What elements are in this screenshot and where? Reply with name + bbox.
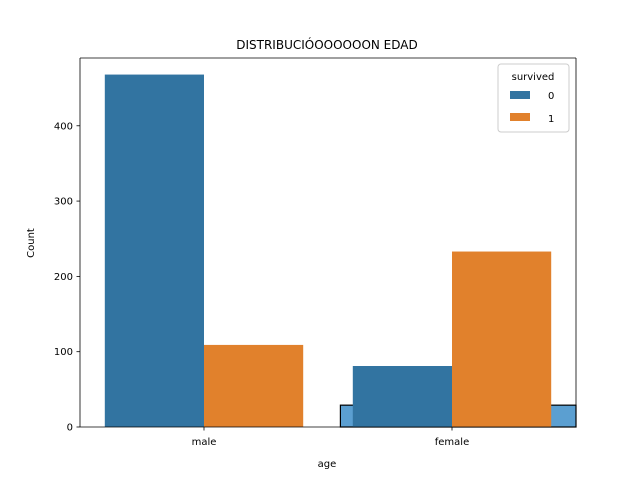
x-axis-label: age bbox=[318, 459, 337, 470]
bar-male-series-1 bbox=[204, 344, 304, 427]
bar-female-series-1 bbox=[452, 251, 552, 427]
y-tick-label: 400 bbox=[54, 121, 73, 132]
legend-swatch-1 bbox=[510, 113, 530, 121]
y-tick-label: 300 bbox=[54, 197, 73, 208]
chart-title: DISTRIBUCIÓOOOOOON EDAD bbox=[236, 37, 418, 52]
legend-label-0: 0 bbox=[548, 91, 554, 102]
legend: survived 0 1 bbox=[497, 63, 570, 133]
y-axis-label: Count bbox=[26, 228, 37, 258]
x-tick-label: female bbox=[435, 437, 469, 448]
y-tick-label: 200 bbox=[54, 272, 73, 283]
plot-area bbox=[104, 74, 577, 428]
bar-male-series-0 bbox=[104, 74, 204, 427]
x-tick-label: male bbox=[192, 437, 217, 448]
y-tick-label: 0 bbox=[67, 423, 73, 434]
bar-female-series-0 bbox=[352, 366, 452, 427]
legend-title: survived bbox=[512, 72, 555, 83]
axes: 0 100 200 300 400 male female bbox=[54, 57, 577, 448]
legend-label-1: 1 bbox=[548, 114, 554, 125]
legend-swatch-0 bbox=[510, 91, 530, 99]
y-tick-label: 100 bbox=[54, 347, 73, 358]
